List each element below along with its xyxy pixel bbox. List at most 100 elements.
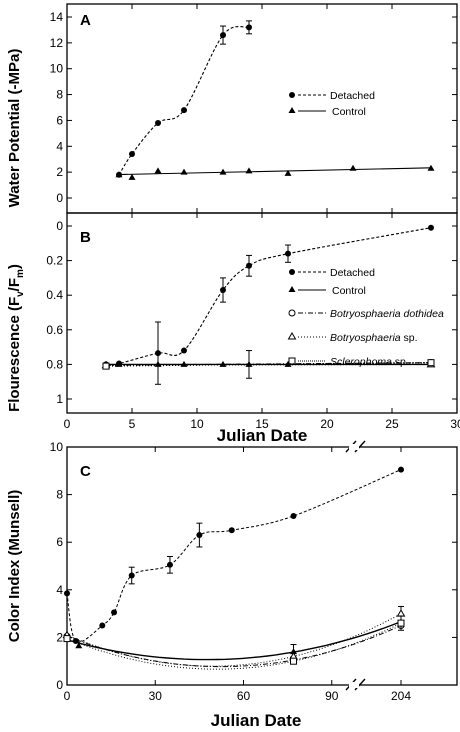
panel-c-series-4-line <box>66 622 402 670</box>
panel-a-letter: A <box>80 12 91 29</box>
panel-b-xtick-label: 10 <box>190 417 204 431</box>
panel-b-ytick-label: 0.8 <box>46 357 63 371</box>
panel-a-series-1-point <box>115 171 123 178</box>
panel-b-series-1-point <box>180 360 188 367</box>
legend-b-detached-marker <box>289 269 295 275</box>
legend-a-control-marker <box>288 107 296 113</box>
panel-b-ytick-label: 0.4 <box>46 288 63 302</box>
panel-c-series-0-point <box>99 622 106 629</box>
panel-c-series-1-point <box>290 648 298 655</box>
panel-c-ytick-label: 8 <box>56 488 63 502</box>
legend-b-dothidea-marker <box>288 309 296 317</box>
axis-break-top <box>345 440 366 453</box>
panel-a-ytick-label: 14 <box>50 10 64 24</box>
panel-c-xtick-label: 0 <box>64 689 71 703</box>
legend-a-control-label: Control <box>332 106 366 118</box>
panel-a-series-1-point <box>180 168 188 175</box>
panel-c-xtick-label: 60 <box>237 689 251 703</box>
panel-a-series-1-point <box>154 167 162 174</box>
legend-b-botry-sp-species: sp. <box>401 332 418 344</box>
panel-b-ylabel-mid: /F <box>6 278 23 291</box>
panel-a-ytick-label: 0 <box>56 191 63 205</box>
panel-a-series-0-line <box>118 25 250 175</box>
legend-b-dothidea-label: Botryosphaeria dothidea <box>330 308 444 320</box>
panel-c-series-3-line <box>66 613 402 667</box>
panel-a-series-1-point <box>284 169 292 176</box>
panel-c-series-0-point <box>398 466 404 473</box>
legend-b-detached-label: Detached <box>330 267 375 279</box>
panel-b-series-0-line <box>105 227 432 366</box>
legend-b-scler-marker <box>288 357 296 365</box>
legend-b-botry-sp-genus: Botryosphaeria <box>330 332 401 344</box>
chart-marks: 0246810121400.20.40.60.81051015202530024… <box>46 4 460 703</box>
panel-c-series-0-point <box>128 572 135 579</box>
panel-c-series-1-line <box>66 621 402 661</box>
panel-b-series-0-point <box>285 250 291 257</box>
legend-a: Detached Control <box>288 90 375 118</box>
panel-c-series-1-point <box>75 642 83 649</box>
panel-b-xlabel: Julian Date <box>217 426 308 445</box>
panel-b-ylabel-sub2: m <box>15 269 26 278</box>
panel-b-letter: B <box>80 229 91 246</box>
panel-c-series-0-point <box>64 590 70 597</box>
panel-a-ytick-label: 4 <box>56 139 63 153</box>
panel-b-ylabel-end: ) <box>6 264 23 269</box>
panel-c-ytick-label: 2 <box>56 630 63 644</box>
legend-a-detached-marker <box>289 92 295 98</box>
panel-b-xtick-label: 0 <box>64 417 71 431</box>
panel-c-series-4-point <box>63 635 71 643</box>
legend-a-detached-label: Detached <box>330 90 375 102</box>
panel-b-xtick-label: 25 <box>385 417 399 431</box>
panel-b-series-0-point <box>246 262 252 269</box>
legend-b: Detached Control Botryosphaeria dothidea… <box>287 267 444 368</box>
legend-b-botry-sp-label: Botryosphaeria sp. <box>330 332 418 344</box>
panel-a-series-1-point <box>245 167 253 174</box>
panel-c-ytick-label: 6 <box>56 535 63 549</box>
panel-a-series-0-point <box>155 120 161 127</box>
panel-c-xtick-label: 204 <box>391 689 411 703</box>
panel-a-ytick-label: 12 <box>50 36 64 50</box>
panel-b-ytick-label: 1 <box>56 392 63 406</box>
panel-a-series-1-point <box>349 164 357 171</box>
panel-c-series-0-point <box>196 532 203 539</box>
legend-b-scler-genus: Sclerophoma <box>330 356 392 368</box>
panel-c-series-2-line <box>66 625 402 668</box>
legend-b-control-marker <box>288 286 296 292</box>
panel-a-series-0-point <box>220 32 226 39</box>
panel-b-series-0-point <box>220 287 226 294</box>
panel-b-series-4-point <box>102 362 110 370</box>
panel-a-ytick-label: 2 <box>56 165 63 179</box>
panel-c-series-3-point <box>396 609 406 617</box>
panel-b-ylabel-main: Flourescence (F <box>6 297 23 412</box>
panel-c-ytick-label: 10 <box>50 440 64 454</box>
panel-c-series-4-point <box>290 657 298 665</box>
panel-c-series-0-point <box>228 527 235 534</box>
panel-b-series-0-point <box>155 350 161 357</box>
panel-a-series-1-point <box>128 173 136 180</box>
panel-c-series-0-point <box>166 561 173 568</box>
panel-a-ylabel: Water Potential (-MPa) <box>6 49 23 208</box>
panel-c-ylabel: Color Index (Munsell) <box>6 490 23 643</box>
panel-a-series-0-point <box>129 151 135 158</box>
panel-b-ytick-label: 0.6 <box>46 323 63 337</box>
panel-c-ytick-label: 0 <box>56 678 63 692</box>
panel-b-series-0-point <box>428 224 434 231</box>
panel-c-xtick-label: 90 <box>325 689 339 703</box>
panel-b-ytick-label: 0 <box>56 219 63 233</box>
panel-c-series-0-point <box>290 513 297 520</box>
panel-a-frame <box>66 3 458 214</box>
axis-break-bottom <box>345 678 366 691</box>
legend-b-scler-label: Sclerophoma sp. <box>330 356 409 368</box>
panel-c-letter: C <box>80 463 91 480</box>
panel-c-ytick-label: 4 <box>56 583 63 597</box>
panel-a-ytick-label: 10 <box>50 62 64 76</box>
panel-b-series-4-line <box>105 362 432 367</box>
panel-b-xtick-label: 20 <box>320 417 334 431</box>
panel-c-frame <box>66 446 458 686</box>
panel-b-xtick-label: 5 <box>129 417 136 431</box>
panel-a-ytick-label: 8 <box>56 88 63 102</box>
panel-a-series-1-line <box>118 167 432 176</box>
panel-b-series-0-point <box>181 347 187 354</box>
legend-b-control-label: Control <box>332 285 366 297</box>
